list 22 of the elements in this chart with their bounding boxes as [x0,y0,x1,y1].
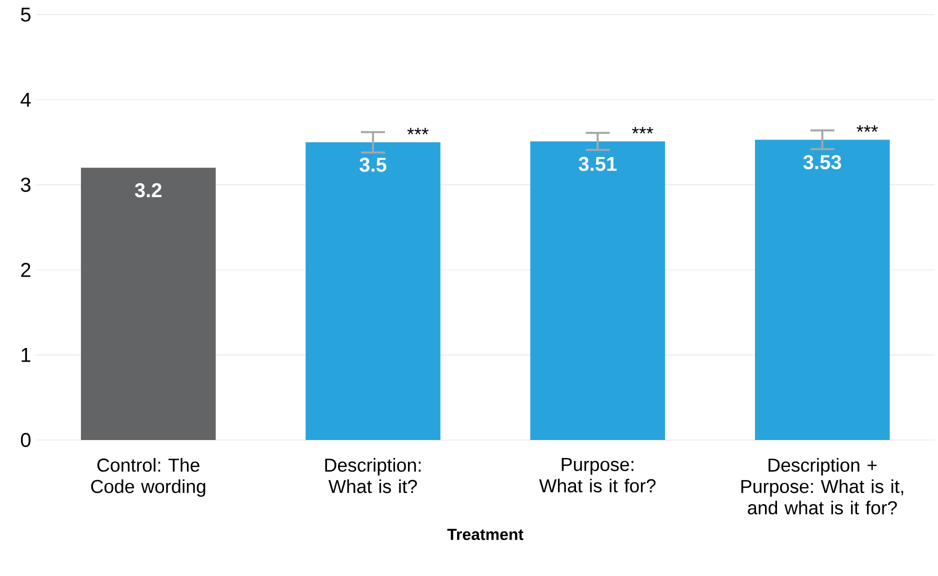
annotation: *** [632,126,654,134]
y-tick-label: 5 [20,8,30,22]
bar [754,140,890,440]
data-label: 3.5 [360,158,386,172]
x-axis-title: Treatment [447,528,524,540]
annotation: *** [407,128,429,134]
x-tick-label: Description + Purpose: What is it, and what is it for? [741,458,904,514]
y-tick-label: 2 [21,262,30,277]
data-label: 3.51 [578,156,617,171]
x-tick-label: Purpose: What is it for? [539,458,656,492]
data-label: 3.53 [803,155,842,170]
annotation: *** [856,125,878,132]
bar [80,168,216,440]
bar [306,142,440,440]
bar [530,141,666,440]
x-tick-label: Control: The Code wording [91,458,206,497]
y-tick-label: 3 [20,178,30,192]
y-tick-label: 1 [22,348,30,362]
x-tick-label: Description: What is it? [325,458,421,494]
data-label: 3.2 [134,183,162,198]
y-tick-label: 0 [20,432,30,448]
y-tick-label: 4 [20,92,31,107]
